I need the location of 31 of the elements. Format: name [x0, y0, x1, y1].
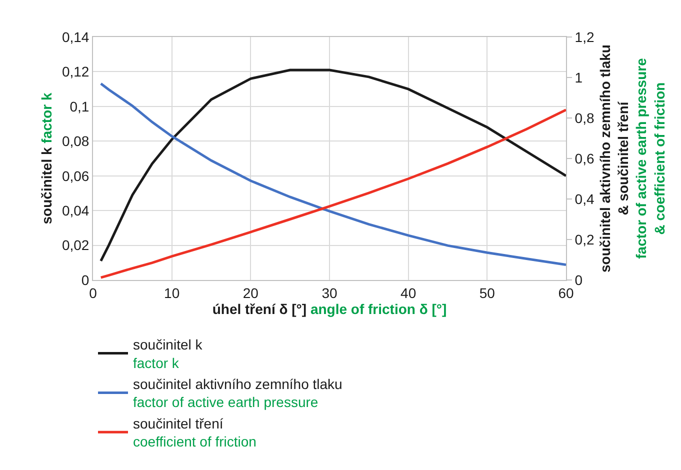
- text: factor k: [38, 92, 55, 144]
- y-tick-label: 0,06: [62, 168, 90, 184]
- y-tick-label: 0: [81, 272, 90, 288]
- line-series: [100, 108, 566, 279]
- text: součinitel aktivního zemního tlaku & součinitel tření: [596, 44, 631, 272]
- x-tick-label: 60: [558, 284, 574, 301]
- legend-label: součinitel tření coefficient of friction: [133, 415, 256, 450]
- y2-tick-label: 1,2: [574, 28, 594, 45]
- text: factor of active earth pressure & coefficient of friction: [633, 58, 668, 259]
- x-tick-label: 50: [479, 284, 496, 301]
- y2-tick-label: 0: [574, 272, 583, 288]
- y2-tick-label: 0,4: [574, 190, 594, 207]
- x-tick-label: 10: [164, 284, 180, 301]
- text: součinitel k: [38, 147, 55, 224]
- y-tick-label: 0,12: [62, 64, 90, 80]
- x-tick-label: 40: [400, 284, 416, 301]
- y2-tick-label: 0,6: [574, 150, 594, 166]
- legend-label: součinitel k factor k: [133, 336, 204, 371]
- legend-label: součinitel aktivního zemního tlaku factor of active earth pressure: [133, 376, 342, 410]
- y-tick-label: 0,1: [70, 98, 90, 114]
- y-tick-label: 0,02: [62, 237, 90, 254]
- text: úhel tření δ [°]: [212, 301, 307, 318]
- x-tick-label: 20: [242, 284, 259, 301]
- y-tick-label: 0,14: [62, 28, 90, 45]
- y-tick-label: 0,04: [62, 202, 90, 218]
- y2-tick-label: 0,8: [574, 110, 594, 126]
- y2-tick-label: 0,2: [574, 231, 594, 248]
- x-tick-label: 30: [322, 284, 338, 301]
- text: angle of friction δ [°]: [310, 301, 447, 318]
- y2-tick-label: 1: [574, 69, 583, 86]
- y-tick-label: 0,08: [62, 133, 90, 150]
